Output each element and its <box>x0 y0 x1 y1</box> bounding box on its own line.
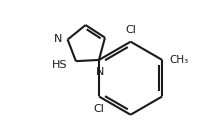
Text: N: N <box>54 34 62 44</box>
Text: Cl: Cl <box>93 104 104 114</box>
Text: N: N <box>96 67 105 77</box>
Text: Cl: Cl <box>125 25 136 35</box>
Text: CH₃: CH₃ <box>169 55 188 65</box>
Text: HS: HS <box>52 60 68 70</box>
